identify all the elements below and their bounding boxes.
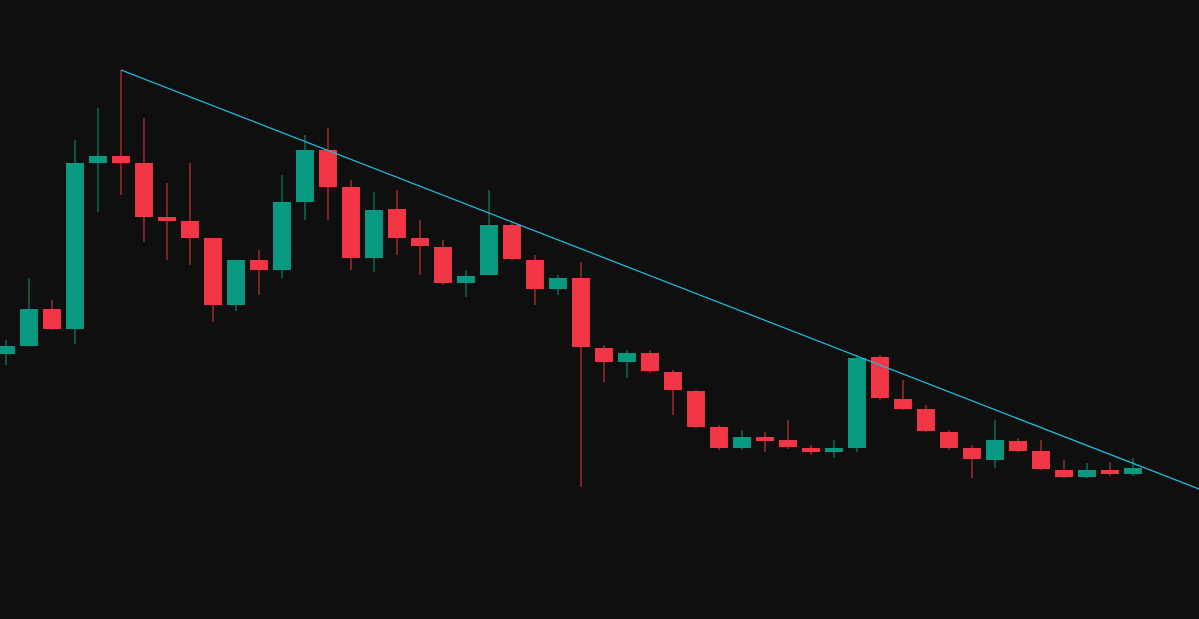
candle-body <box>388 209 406 238</box>
candle-body <box>641 353 659 371</box>
candle-body <box>43 309 61 329</box>
candle-body <box>825 448 843 452</box>
candle-body <box>181 221 199 238</box>
candle-body <box>434 247 452 283</box>
candle-body <box>526 260 544 289</box>
candle-body <box>572 278 590 347</box>
candle-body <box>227 260 245 305</box>
candle-body <box>549 278 567 289</box>
candle-body <box>66 163 84 329</box>
candle-body <box>250 260 268 270</box>
candle-body <box>664 372 682 390</box>
candle-body <box>779 440 797 447</box>
candle-body <box>503 225 521 259</box>
candle-body <box>756 437 774 441</box>
candle-body <box>710 427 728 448</box>
candle-body <box>480 225 498 275</box>
candle-body <box>296 150 314 202</box>
candle-body <box>802 448 820 452</box>
candle-body <box>342 187 360 258</box>
candle-body <box>1032 451 1050 469</box>
candle-body <box>273 202 291 270</box>
candle-body <box>618 353 636 362</box>
candle-body <box>365 210 383 258</box>
candle-body <box>1124 468 1142 474</box>
candle-body <box>0 346 15 354</box>
trendline <box>120 69 1199 490</box>
candle-body <box>1055 470 1073 477</box>
candle-body <box>894 399 912 409</box>
candle-body <box>1078 470 1096 477</box>
candle-body <box>204 238 222 305</box>
candle-body <box>89 156 107 163</box>
candle-body <box>158 217 176 221</box>
candle-body <box>20 309 38 346</box>
candle-body <box>1101 470 1119 474</box>
candle-body <box>963 448 981 459</box>
candle-body <box>986 440 1004 460</box>
candle-body <box>595 348 613 362</box>
candle-body <box>135 163 153 217</box>
candle-body <box>733 437 751 448</box>
candle-body <box>917 409 935 431</box>
candle-body <box>687 391 705 427</box>
candle-body <box>112 156 130 163</box>
candle-body <box>1009 441 1027 451</box>
candle-body <box>319 150 337 187</box>
candle-body <box>940 432 958 448</box>
candle-body <box>848 358 866 448</box>
candle-body <box>411 238 429 246</box>
candle-body <box>457 276 475 283</box>
